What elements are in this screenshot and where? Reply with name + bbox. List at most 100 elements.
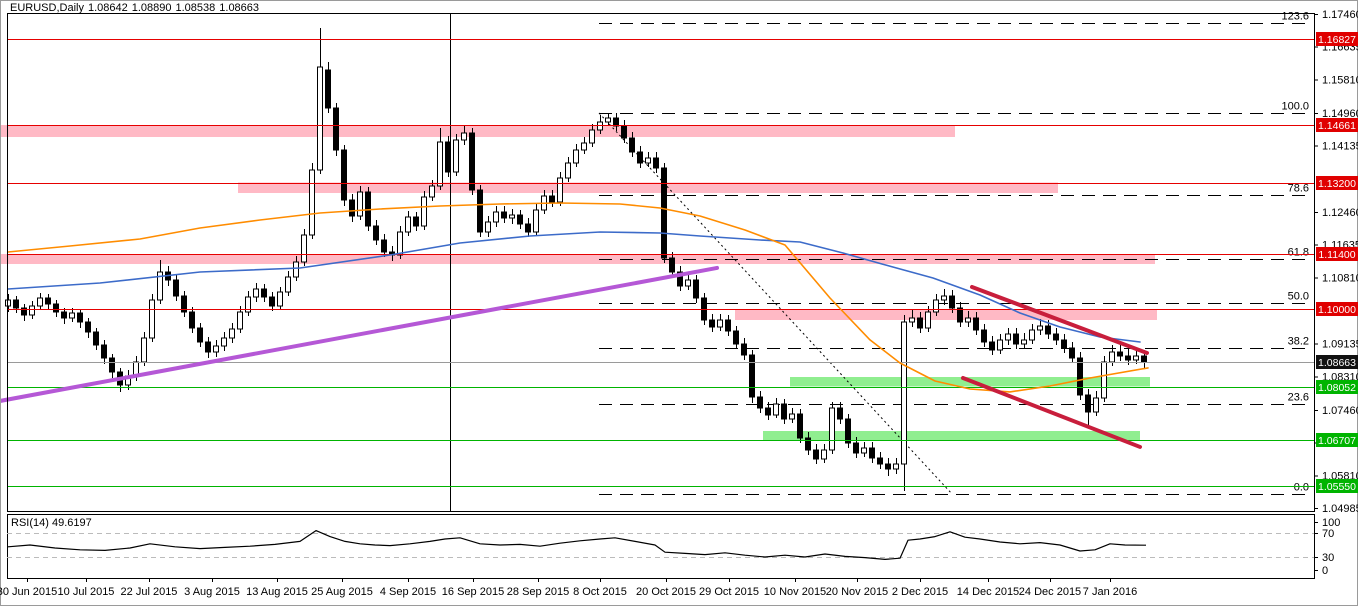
ma-orange-line bbox=[7, 202, 1149, 393]
bear-candle bbox=[669, 257, 675, 273]
ma-orange bbox=[7, 202, 1149, 393]
bull-candle bbox=[149, 299, 155, 339]
main-panel-border bbox=[7, 13, 1315, 512]
bear-candle bbox=[85, 321, 91, 333]
x-axis[interactable]: 30 Jun 2015 10 Jul 2015 22 Jul 2015 3 Aug 2… bbox=[0, 578, 1137, 598]
x-tick-label: 3 Aug 2015 bbox=[184, 586, 240, 598]
rsi-scale-label: 0 bbox=[1322, 565, 1328, 577]
bear-candle bbox=[325, 69, 331, 109]
bull-candle bbox=[429, 185, 435, 198]
x-tick-label: 14 Dec 2015 bbox=[957, 586, 1019, 598]
bear-candle bbox=[693, 279, 699, 299]
support-zone[interactable] bbox=[763, 430, 1140, 440]
current-price-badge bbox=[1316, 355, 1358, 369]
resistance-badge bbox=[1316, 176, 1358, 190]
current-price-badge-label: 1.08663 bbox=[1318, 357, 1356, 369]
ma-blue-line bbox=[7, 231, 1141, 343]
channel-upper-line[interactable] bbox=[970, 284, 1149, 355]
bull-candle bbox=[221, 337, 227, 347]
bull-candle bbox=[685, 279, 691, 287]
bull-candle bbox=[1133, 355, 1139, 361]
bull-candle bbox=[717, 319, 723, 328]
bear-candle bbox=[709, 319, 715, 328]
bear-candle bbox=[653, 157, 659, 169]
bear-candle bbox=[677, 271, 683, 287]
resistance-badge bbox=[1316, 247, 1358, 261]
bull-candle bbox=[941, 295, 947, 301]
bear-candle bbox=[1117, 351, 1123, 357]
bear-candle bbox=[805, 437, 811, 451]
bull-candle bbox=[229, 328, 235, 339]
resistance-zone[interactable] bbox=[735, 309, 1157, 320]
bull-candle bbox=[829, 407, 835, 451]
resistance-badge bbox=[1316, 118, 1358, 132]
bull-candle bbox=[1021, 339, 1027, 345]
bull-candle bbox=[901, 321, 907, 465]
x-tick-label: 7 Jan 2016 bbox=[1083, 586, 1137, 598]
bull-candle bbox=[405, 216, 411, 233]
fib-anchor-line[interactable] bbox=[598, 112, 953, 495]
bear-candle bbox=[373, 225, 379, 241]
bear-candle bbox=[885, 463, 891, 470]
bull-candle bbox=[285, 276, 291, 293]
bull-candle bbox=[141, 337, 147, 363]
fib-level-label: 23.6 bbox=[1288, 392, 1309, 404]
bear-candle bbox=[613, 117, 619, 127]
uptrend-line[interactable] bbox=[0, 265, 719, 403]
bear-candle bbox=[1085, 394, 1091, 413]
bear-candle bbox=[845, 418, 851, 444]
bear-candle bbox=[949, 295, 955, 309]
bear-candle bbox=[445, 141, 451, 173]
fib-level-label: 38.2 bbox=[1288, 336, 1309, 348]
uptrend-line[interactable] bbox=[0, 265, 719, 403]
bull-candle bbox=[509, 214, 515, 219]
bear-candle bbox=[189, 311, 195, 329]
bear-candle bbox=[181, 295, 187, 313]
price-lines[interactable] bbox=[7, 39, 1314, 487]
bear-candle bbox=[701, 297, 707, 321]
bear-candle bbox=[517, 214, 523, 225]
rsi-scale-label: 70 bbox=[1322, 528, 1334, 540]
bull-candle bbox=[965, 317, 971, 323]
bear-candle bbox=[837, 407, 843, 420]
bull-candle bbox=[997, 339, 1003, 351]
bull-candle bbox=[933, 299, 939, 313]
resistance-zone[interactable] bbox=[0, 124, 955, 137]
bull-candle bbox=[437, 141, 443, 187]
y-tick-label: 1.15810 bbox=[1322, 74, 1358, 86]
resistance-zone[interactable] bbox=[0, 253, 1155, 264]
bear-candle bbox=[13, 299, 19, 309]
bear-candle bbox=[989, 341, 995, 351]
bear-candle bbox=[341, 149, 347, 201]
resistance-zone[interactable] bbox=[238, 182, 1058, 193]
bull-candle bbox=[557, 177, 563, 203]
x-tick-label: 13 Aug 2015 bbox=[246, 586, 308, 598]
y-tick-label: 1.09135 bbox=[1322, 339, 1358, 351]
x-tick-label: 16 Sep 2015 bbox=[442, 586, 504, 598]
fibonacci-levels[interactable]: 123.6 100.0 78.6 61.8 50.0 38.2 23.6 0.0 bbox=[599, 11, 1313, 495]
fib-anchor-line[interactable] bbox=[598, 112, 953, 495]
bear-candle bbox=[757, 396, 763, 409]
x-tick-label: 20 Oct 2015 bbox=[636, 586, 696, 598]
bear-candle bbox=[1077, 357, 1083, 396]
channel-upper-line[interactable] bbox=[970, 284, 1149, 355]
channel-lower-line[interactable] bbox=[961, 375, 1142, 449]
bull-candle bbox=[157, 271, 163, 301]
support-badge bbox=[1316, 380, 1358, 394]
fib-level-label: 100.0 bbox=[1281, 101, 1309, 113]
bull-candle bbox=[277, 291, 283, 307]
bear-candle bbox=[197, 327, 203, 343]
bear-candle bbox=[797, 413, 803, 439]
channel-lower-line[interactable] bbox=[961, 375, 1142, 449]
bear-candle bbox=[261, 288, 267, 298]
bull-candle bbox=[645, 157, 651, 164]
bull-candle bbox=[893, 463, 899, 470]
bull-candle bbox=[1005, 333, 1011, 341]
bear-candle bbox=[501, 211, 507, 219]
bull-candle bbox=[565, 162, 571, 179]
bull-candle bbox=[589, 129, 595, 144]
bear-candle bbox=[749, 354, 755, 398]
bull-candle bbox=[925, 311, 931, 329]
